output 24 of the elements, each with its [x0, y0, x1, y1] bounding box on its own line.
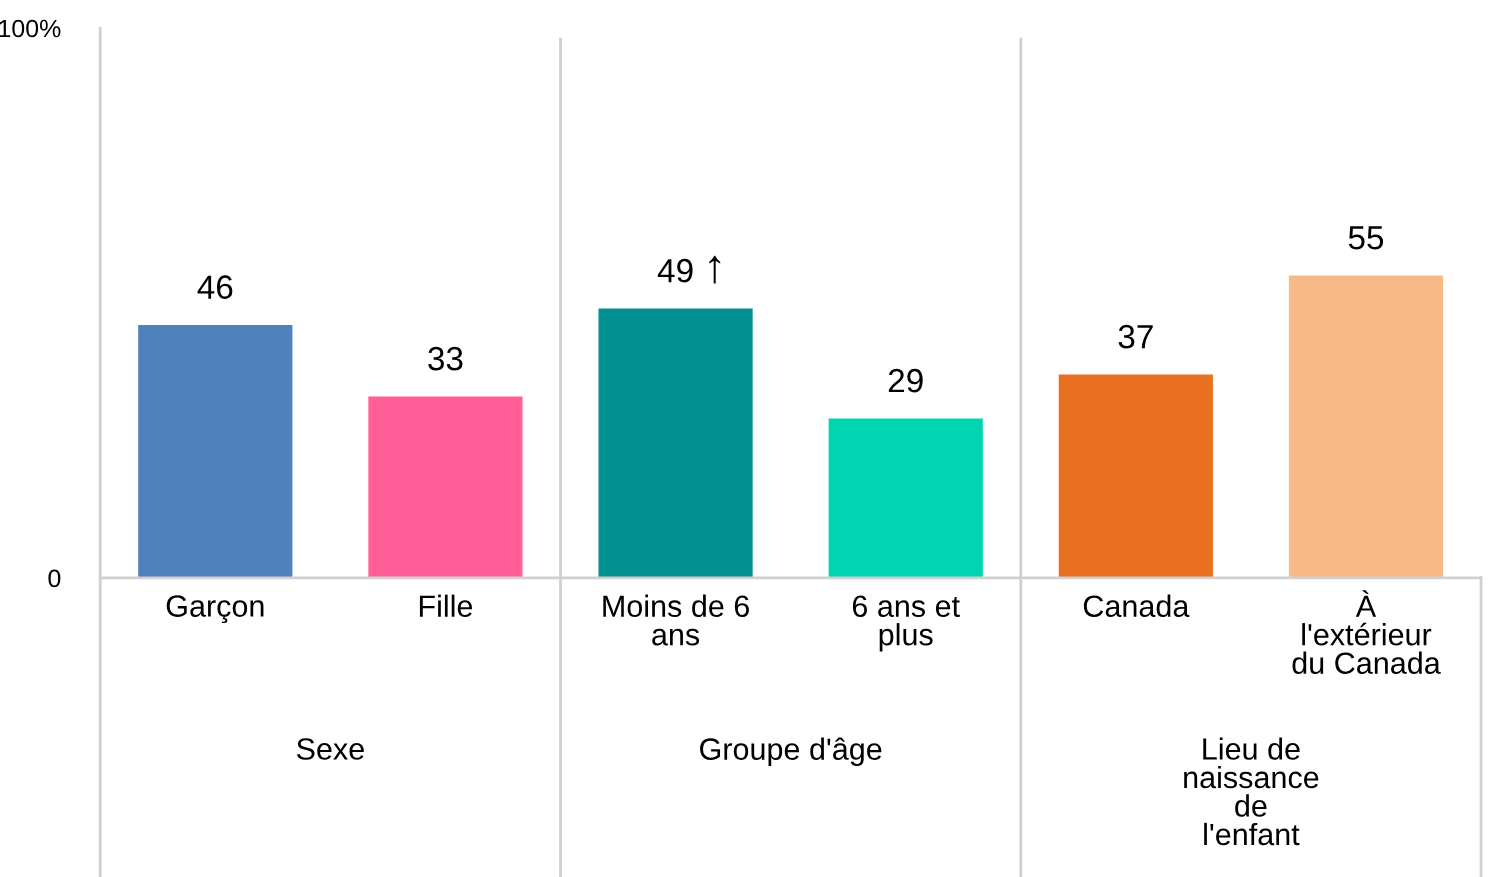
data-label: 37 [1118, 324, 1153, 349]
x-tick-label: Moins de 6 ans [603, 594, 749, 646]
data-label: 33 [428, 346, 463, 371]
data-label: 55 [1348, 226, 1384, 250]
text: Sexe [296, 738, 364, 760]
bar [1058, 374, 1213, 578]
x-tick-label: 6 ans et plus [852, 595, 960, 652]
x-tick-label: À l'extérieur du Canada [1292, 590, 1441, 675]
text: Groupe d'âge [700, 737, 882, 766]
bar [368, 396, 523, 578]
x-tick-label: Garçon [166, 595, 264, 624]
data-label: 46 [197, 275, 233, 299]
bar [598, 308, 753, 578]
text: Lieu de naissance de l'enfant [1184, 737, 1319, 846]
x-tick-label: Canada [1083, 594, 1190, 618]
bar [138, 325, 293, 578]
bar [1288, 275, 1444, 578]
data-label: 49 [657, 258, 693, 283]
x-tick-label: Fille [419, 594, 473, 618]
bar [828, 418, 983, 578]
data-label: 29 [888, 368, 923, 393]
annotation: ↑ [709, 255, 721, 284]
y-tick-label: 100% [0, 19, 61, 38]
y-tick-label: 0 [48, 569, 61, 588]
